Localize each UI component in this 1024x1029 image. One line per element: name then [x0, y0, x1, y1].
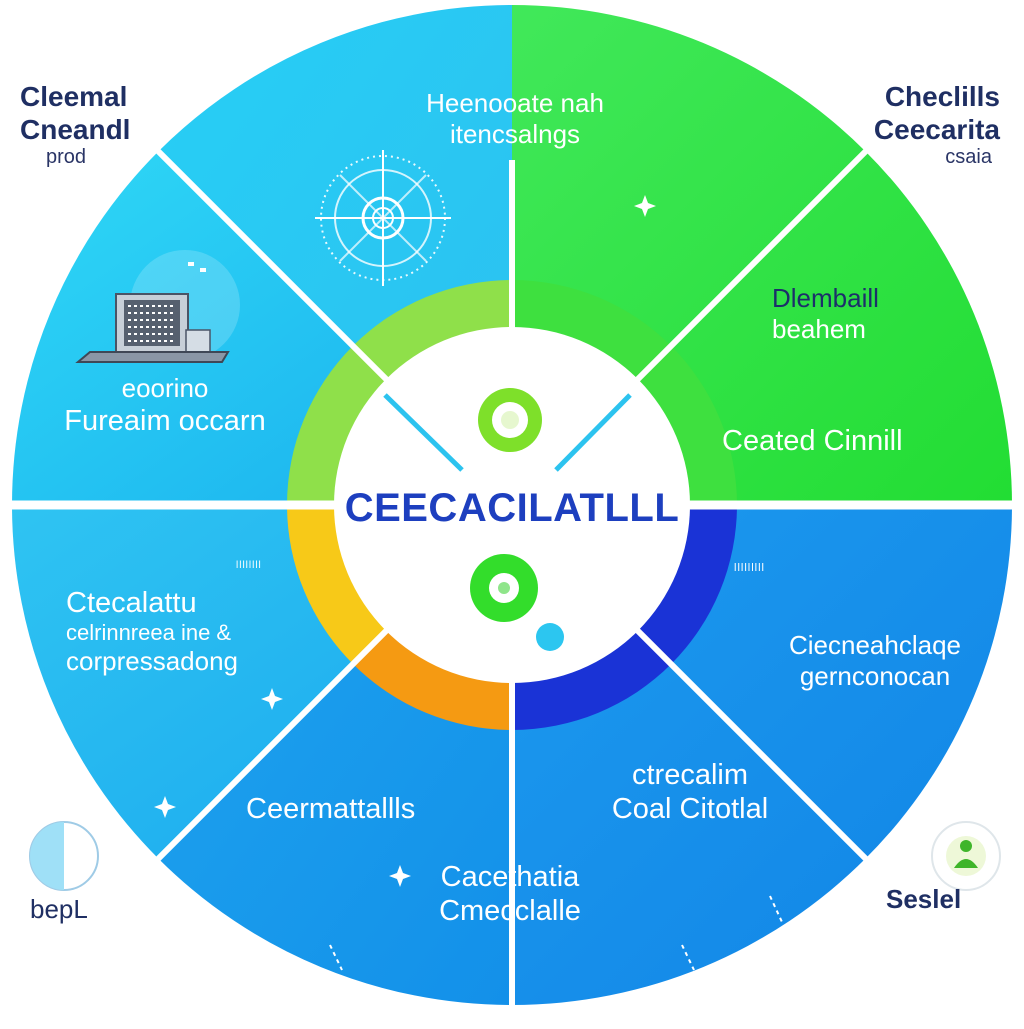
corner-top-right-title1: Checlills — [884, 81, 1000, 112]
green-ring-icon — [478, 388, 542, 452]
segment-left-label: Ctecalattu celrinnreea ine & corpressado… — [66, 586, 238, 677]
half-circle-icon — [29, 821, 99, 891]
segment-right-line1: Ciecneahclaqe — [788, 630, 961, 660]
segment-bottom-right-line2: Coal Citotlal — [611, 793, 769, 826]
corner-bottom-left: bepL — [30, 894, 88, 925]
corner-bottom-right-label: Seslel — [886, 884, 962, 914]
green-target-icon — [470, 554, 538, 622]
corner-top-right-title2: Ceecarita — [873, 114, 1000, 146]
segment-top-right-line1: Dlembaill — [772, 283, 879, 313]
segment-top-right-label: Dlembaill beahem — [772, 283, 879, 344]
segment-upper-left-label: eoorino Fureaim occarn — [30, 373, 300, 438]
segment-upper-left-line2: Fureaim occarn — [64, 404, 266, 437]
laptop-icon — [75, 250, 240, 363]
center-title: CEECACILATLLL — [344, 486, 680, 530]
center-circle — [334, 327, 690, 683]
center-spokes — [383, 393, 632, 472]
segment-bottom-right-label: ctrecalim Coal Citotlal — [580, 758, 800, 826]
segment-top-line1: Heenooate nah — [426, 88, 604, 118]
segment-left-line3: corpressadong — [66, 646, 238, 677]
segment-bottom-line2: Cmecclalle — [439, 895, 581, 928]
tick-text-right: lllllllll — [734, 562, 765, 574]
corner-top-right: Checlills Ceecarita csaia — [874, 80, 1000, 170]
segment-right-line2: gernconocan — [799, 660, 951, 691]
corner-top-left-title1: Cleemal — [20, 81, 128, 112]
segment-left-line1: Ctecalattu — [66, 587, 197, 619]
gauge-dial-icon — [315, 150, 451, 286]
segment-bottom-right-line1: ctrecalim — [631, 759, 748, 791]
segment-top-line2: itencsalngs — [449, 118, 581, 149]
segment-bottom-label: Cacethatia Cmecclalle — [410, 860, 610, 928]
sparkle-icon — [154, 195, 656, 887]
corner-top-left: Cleemal Cneandl prod — [20, 80, 130, 170]
tick-text-left: llllllll — [236, 560, 262, 571]
segment-top-right-line2: beahem — [772, 313, 866, 344]
segment-upper-left-line1: eoorino — [121, 373, 209, 403]
corner-top-left-title2: Cneandl — [20, 114, 131, 146]
segment-bottom-left-label: Ceermattallls — [246, 793, 416, 825]
corner-top-left-sub: prod — [46, 146, 87, 169]
corner-bottom-right: Seslel — [886, 884, 961, 915]
segment-top-right-title: Ceated Cinnill — [722, 425, 903, 457]
corner-top-right-sub: csaia — [945, 146, 992, 169]
corner-bottom-left-label: bepL — [30, 894, 88, 924]
segment-top-label: Heenooate nah itencsalngs — [380, 88, 650, 149]
cyan-dot-icon — [536, 623, 564, 651]
person-badge-icon — [931, 821, 1001, 891]
segment-left-line2: celrinnreea ine & — [66, 620, 232, 646]
segment-right-label: Ciecneahclaqe gernconocan — [760, 630, 990, 691]
segment-bottom-line1: Cacethatia — [440, 861, 580, 893]
